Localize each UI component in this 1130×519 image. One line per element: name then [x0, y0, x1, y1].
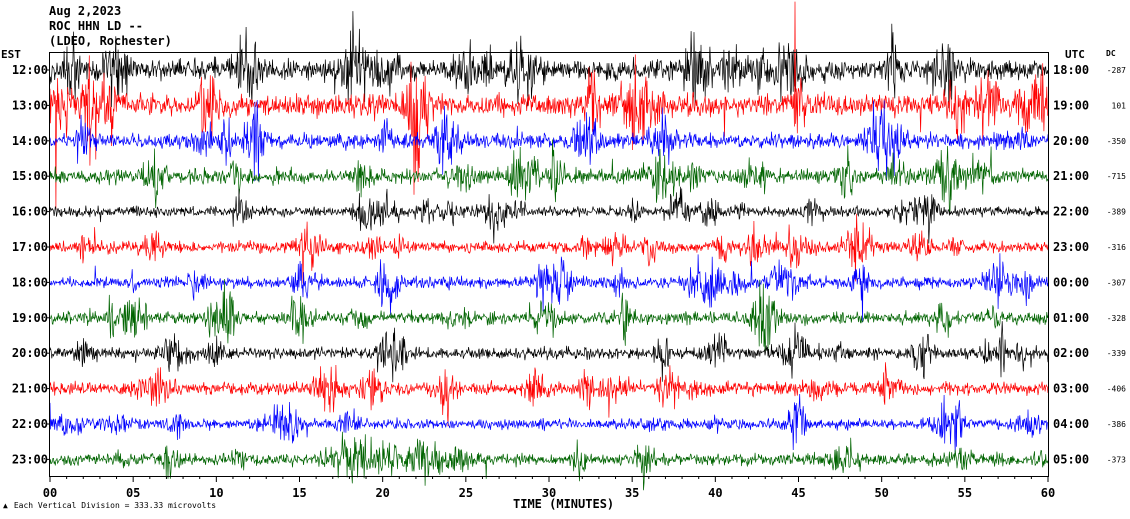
est-hour-label: 13:00 — [12, 98, 48, 112]
utc-hour-label: 18:00 — [1053, 63, 1089, 77]
chart-station: ROC HHN LD -- — [49, 19, 143, 33]
dc-offset-value: -307 — [1107, 278, 1126, 287]
x-tick-label: 05 — [126, 486, 140, 500]
utc-hour-label: 03:00 — [1053, 382, 1089, 396]
utc-hour-label: 23:00 — [1053, 240, 1089, 254]
trace-row-2100 — [49, 362, 1049, 427]
trace-row-2300 — [49, 431, 1049, 491]
est-hour-label: 20:00 — [12, 346, 48, 360]
utc-hour-label: 22:00 — [1053, 205, 1089, 219]
scale-footnote: ▲ Each Vertical Division = 333.33 microvo… — [3, 501, 216, 510]
x-tick-label: 35 — [625, 486, 639, 500]
scale-footnote-text: Each Vertical Division = 333.33 microvol… — [13, 501, 217, 510]
x-tick-label: 50 — [874, 486, 888, 500]
chart-date: Aug 2,2023 — [49, 4, 122, 18]
dc-offset-header: DC — [1106, 49, 1116, 58]
trace-row-1600 — [49, 186, 1049, 244]
x-axis-label: TIME (MINUTES) — [513, 497, 615, 511]
utc-hour-label: 00:00 — [1053, 275, 1089, 289]
est-hour-label: 15:00 — [12, 169, 48, 183]
est-hour-label: 17:00 — [12, 240, 48, 254]
trace-row-1800 — [49, 253, 1049, 323]
x-tick-label: 20 — [375, 486, 389, 500]
x-tick-label: 25 — [459, 486, 473, 500]
scale-marker-icon: ▲ — [3, 501, 8, 510]
dc-offset-value: -406 — [1107, 385, 1126, 394]
utc-hour-label: 01:00 — [1053, 311, 1089, 325]
utc-hour-label: 21:00 — [1053, 169, 1089, 183]
dc-offset-value: -339 — [1107, 349, 1126, 358]
utc-hour-label: 20:00 — [1053, 134, 1089, 148]
est-hour-label: 19:00 — [12, 311, 48, 325]
est-hour-label: 22:00 — [12, 417, 48, 431]
dc-offset-value: 101 — [1112, 101, 1127, 110]
x-tick-label: 00 — [43, 486, 57, 500]
trace-row-1400 — [49, 99, 1049, 182]
utc-hour-label: 02:00 — [1053, 346, 1089, 360]
trace-row-1700 — [49, 213, 1049, 284]
dc-offset-value: -373 — [1107, 455, 1126, 464]
left-timezone-label: EST — [1, 48, 21, 61]
trace-row-1900 — [49, 278, 1049, 354]
utc-hour-label: 05:00 — [1053, 452, 1089, 466]
trace-row-1500 — [49, 139, 1049, 215]
x-tick-label: 45 — [791, 486, 805, 500]
plot-frame — [49, 52, 1049, 477]
dc-offset-value: -389 — [1107, 208, 1126, 217]
est-hour-label: 14:00 — [12, 134, 48, 148]
est-hour-label: 18:00 — [12, 275, 48, 289]
utc-hour-label: 04:00 — [1053, 417, 1089, 431]
est-hour-label: 12:00 — [12, 63, 48, 77]
x-tick-label: 60 — [1041, 486, 1055, 500]
est-hour-label: 16:00 — [12, 205, 48, 219]
dc-offset-value: -316 — [1107, 243, 1126, 252]
dc-offset-value: -350 — [1107, 137, 1126, 146]
dc-offset-value: -328 — [1107, 314, 1126, 323]
x-tick-label: 40 — [708, 486, 722, 500]
dc-offset-value: -715 — [1107, 172, 1126, 181]
utc-hour-label: 19:00 — [1053, 98, 1089, 112]
x-tick-label: 55 — [958, 486, 972, 500]
est-hour-label: 21:00 — [12, 382, 48, 396]
est-hour-label: 23:00 — [12, 452, 48, 466]
trace-row-1300 — [49, 1, 1049, 210]
x-tick-label: 30 — [542, 486, 556, 500]
x-tick-label: 10 — [209, 486, 223, 500]
right-timezone-label: UTC — [1065, 48, 1085, 61]
dc-offset-value: -287 — [1107, 66, 1126, 75]
dc-offset-value: -386 — [1107, 420, 1126, 429]
chart-network: (LDEO, Rochester) — [49, 34, 172, 48]
trace-row-2200 — [49, 393, 1049, 454]
trace-row-1200 — [49, 11, 1049, 109]
trace-row-2000 — [49, 321, 1049, 383]
x-tick-label: 15 — [292, 486, 306, 500]
